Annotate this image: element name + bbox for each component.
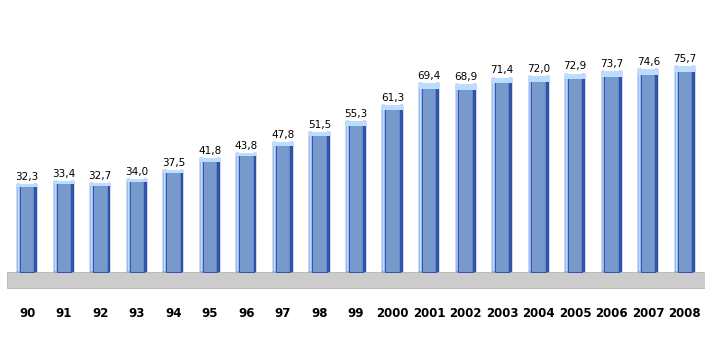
Bar [56,181,71,272]
Bar [565,73,585,80]
Bar [602,71,604,272]
Text: 73,7: 73,7 [600,59,623,69]
Bar [203,158,217,272]
Bar [217,158,220,272]
Bar [638,69,641,272]
Bar [200,158,203,272]
Bar [568,73,582,272]
Bar [273,142,293,146]
Bar [582,73,585,272]
Bar [656,69,659,272]
Text: 47,8: 47,8 [271,130,295,140]
Bar [90,183,110,186]
Text: 75,7: 75,7 [673,54,696,64]
Bar [678,66,692,272]
Bar [53,181,74,184]
Bar [127,180,147,182]
Bar [166,170,181,272]
Bar [327,132,330,272]
Bar [108,183,110,272]
Bar [144,180,147,272]
Bar [638,69,659,75]
Text: 33,4: 33,4 [52,169,75,179]
Bar [528,76,531,272]
Bar [604,71,619,272]
Text: 71,4: 71,4 [491,65,514,75]
Bar [531,76,546,272]
Bar [90,183,93,272]
Bar [276,142,290,272]
Bar [565,73,568,272]
Bar [456,85,476,90]
Bar [385,105,399,272]
Bar [641,69,656,272]
Bar [34,184,37,272]
Text: 68,9: 68,9 [454,72,477,82]
Bar [492,78,512,84]
Bar [399,105,402,272]
Bar [53,181,56,272]
Bar [290,142,293,272]
Bar [459,85,473,272]
Bar [236,153,256,156]
Text: 61,3: 61,3 [381,93,404,103]
Bar [675,66,695,72]
Bar [492,78,495,272]
Bar [310,132,313,272]
Bar [310,132,330,136]
Bar [436,83,439,272]
Text: 55,3: 55,3 [345,109,367,119]
Bar [239,153,253,272]
Bar [602,71,622,78]
Bar [473,85,476,272]
Bar [495,78,509,272]
Text: 34,0: 34,0 [125,167,148,177]
Bar [382,105,385,272]
Text: 43,8: 43,8 [235,141,258,151]
Bar [509,78,512,272]
Bar [236,153,239,272]
Bar [456,85,459,272]
Bar [20,184,34,272]
Text: 69,4: 69,4 [417,71,441,81]
Bar [93,183,108,272]
Bar [7,272,705,288]
Bar [546,76,549,272]
Bar [163,170,166,272]
Bar [382,105,402,110]
Bar [349,121,363,272]
Text: 41,8: 41,8 [198,146,221,156]
Bar [127,180,130,272]
Bar [17,184,20,272]
Bar [71,181,74,272]
Bar [619,71,622,272]
Bar [363,121,366,272]
Bar [130,180,144,272]
Bar [675,66,678,272]
Text: 32,7: 32,7 [89,171,112,181]
Text: 32,3: 32,3 [16,172,39,182]
Bar [528,76,549,82]
Bar [313,132,327,272]
Text: 37,5: 37,5 [162,158,185,168]
Text: 72,9: 72,9 [564,61,587,71]
Text: 72,0: 72,0 [527,64,550,74]
Bar [346,121,366,126]
Bar [163,170,184,173]
Text: 74,6: 74,6 [637,57,660,67]
Bar [346,121,349,272]
Bar [253,153,256,272]
Text: 51,5: 51,5 [308,120,331,130]
Bar [17,184,37,187]
Bar [419,83,422,272]
Bar [422,83,436,272]
Bar [692,66,695,272]
Bar [273,142,276,272]
Bar [419,83,439,89]
Bar [181,170,184,272]
Bar [200,158,220,162]
